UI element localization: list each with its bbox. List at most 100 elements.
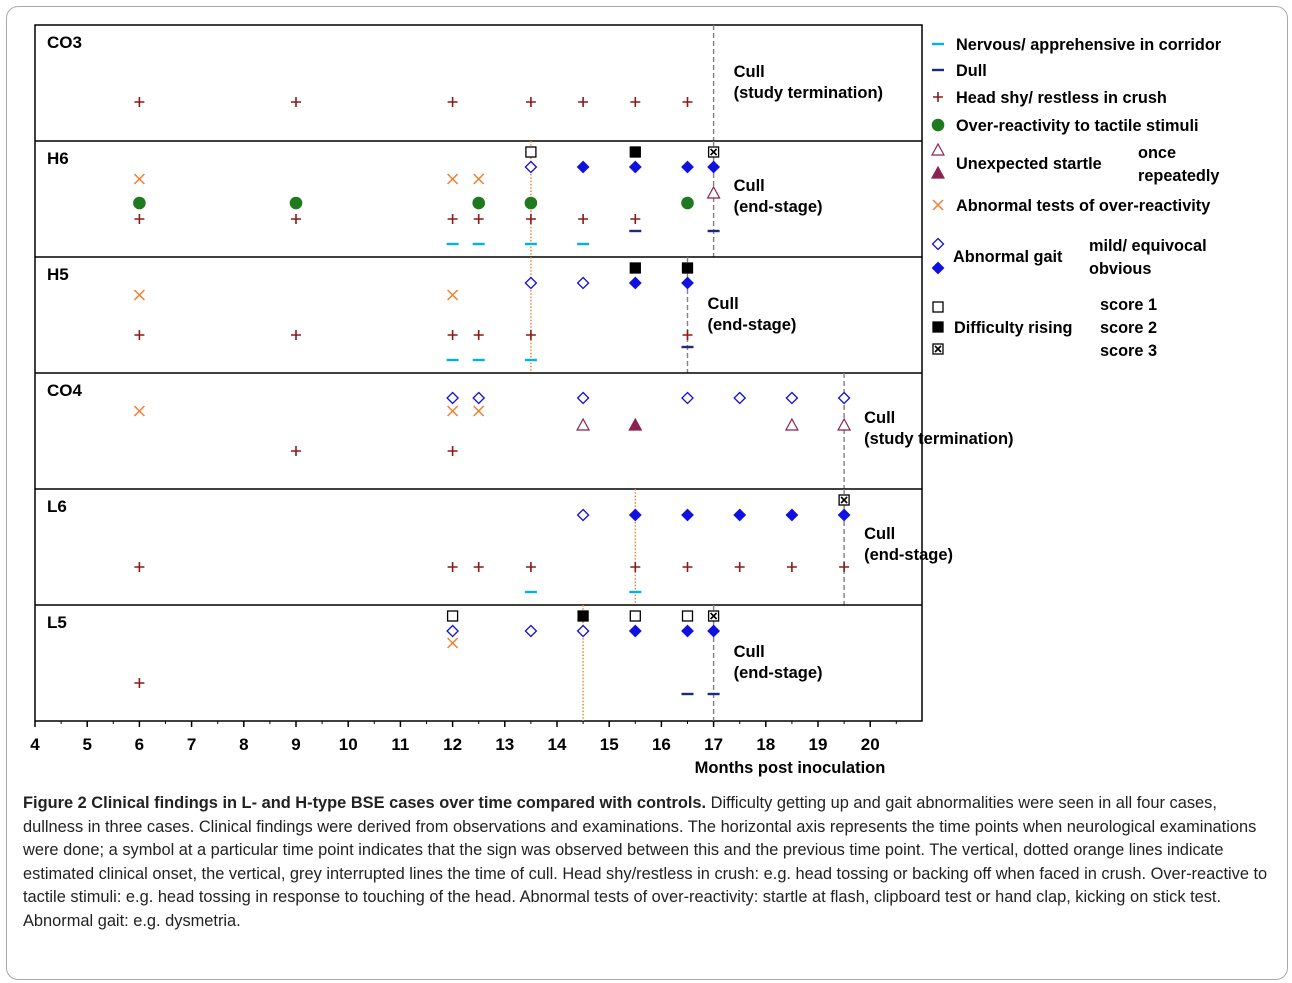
legend-rising-score3-swatch [932,343,944,355]
panel-label: CO4 [47,381,83,400]
abnormal-gait-mild-marker [446,624,460,638]
legend-rising-score1-swatch [932,301,944,313]
abnormal-gait-obvious-marker [785,508,799,522]
x-tick-label: 10 [339,735,358,754]
legend-dull-label: Dull [956,62,987,80]
abnormal-gait-mild-marker [524,160,538,174]
overreactivity-test-marker [447,289,459,301]
head-shy-marker [447,214,458,224]
difficulty-rising-score1-marker [525,146,537,158]
abnormal-gait-mild-marker [524,624,538,638]
abnormal-gait-obvious-marker [681,276,694,290]
head-shy-marker [786,562,797,572]
legend-rising-score1-label: score 1 [1100,296,1157,314]
difficulty-rising-score1-marker [446,610,459,622]
legend-head-shy-swatch [933,92,943,102]
startle-once-marker [576,417,591,431]
abnormal-gait-mild-marker [576,508,590,522]
head-shy-marker [525,97,536,107]
legend-rising-score3-label: score 3 [1100,342,1157,360]
cull-reason-label: (end-stage) [864,546,953,564]
legend-gait-obvious-label: obvious [1089,260,1151,278]
legend-overreactivity-swatch [932,199,944,211]
head-shy-marker [134,678,145,688]
cull-reason-label: (study termination) [734,84,883,102]
head-shy-marker [682,330,693,340]
head-shy-marker [473,562,484,572]
x-tick-label: 11 [391,735,409,754]
legend-head-shy-label: Head shy/ restless in crush [956,89,1167,107]
cull-label: Cull [708,295,739,313]
x-tick-label: 16 [652,735,671,754]
legend-nervous-label: Nervous/ apprehensive in corridor [956,36,1222,54]
startle-once-marker [706,185,721,199]
cull-reason-label: (end-stage) [708,316,797,334]
head-shy-marker [473,330,484,340]
head-shy-marker [525,562,536,572]
startle-once-marker [784,417,799,431]
x-tick-label: 6 [135,735,144,754]
abnormal-gait-mild-marker [837,391,851,405]
x-tick-label: 5 [82,735,91,754]
caption-text: Difficulty getting up and gait abnormali… [23,794,1268,930]
abnormal-gait-mild-marker [733,391,747,405]
head-shy-marker [682,97,693,107]
startle-repeated-marker [628,417,643,431]
x-tick-label: 19 [809,735,828,754]
head-shy-marker [578,214,589,224]
difficulty-rising-score1-marker [681,610,694,622]
head-shy-marker [630,562,641,572]
overreactivity-test-marker [133,173,145,185]
x-tick-label: 17 [704,735,723,754]
caption-title: Figure 2 Clinical findings in L- and H-t… [23,794,707,812]
difficulty-rising-score3-marker [707,146,720,158]
x-tick-label: 13 [495,735,514,754]
tactile-stimuli-marker [681,196,694,210]
tactile-stimuli-marker [524,196,538,210]
abnormal-gait-obvious-marker [681,508,694,522]
cull-reason-label: (end-stage) [734,664,823,682]
difficulty-rising-score2-marker [629,146,641,158]
legend-startle-repeated-label: repeatedly [1138,167,1219,185]
tactile-stimuli-marker [133,196,146,210]
legend-gait-obvious-swatch [931,261,945,275]
abnormal-gait-obvious-marker [681,160,694,174]
legend-rising-label: Difficulty rising [954,319,1073,337]
x-axis-title: Months post inoculation [695,759,886,777]
overreactivity-test-marker [447,637,459,649]
cull-label: Cull [864,409,895,427]
head-shy-marker [630,214,641,224]
head-shy-marker [134,97,145,107]
x-tick-label: 9 [291,735,300,754]
difficulty-rising-score2-marker [681,262,694,274]
head-shy-marker [291,446,301,456]
x-tick-label: 4 [30,735,40,754]
overreactivity-test-marker [133,289,145,301]
legend-gait-mild-swatch [931,237,945,251]
abnormal-gait-obvious-marker [707,624,721,638]
x-tick-label: 12 [443,735,462,754]
difficulty-rising-score2-marker [629,262,641,274]
abnormal-gait-obvious-marker [733,508,747,522]
difficulty-rising-score3-marker [838,494,850,506]
abnormal-gait-mild-marker [472,391,486,405]
legend-rising-score2-label: score 2 [1100,319,1157,337]
cull-reason-label: (study termination) [864,430,1013,448]
abnormal-gait-mild-marker [785,391,799,405]
legend-startle-label: Unexpected startle [956,155,1102,173]
legend-rising-score2-swatch [932,321,944,333]
abnormal-gait-obvious-marker [576,160,590,174]
legend-gait-label: Abnormal gait [953,248,1063,266]
overreactivity-test-marker [473,405,485,417]
head-shy-marker [291,214,301,224]
head-shy-marker [525,214,536,224]
head-shy-marker [447,97,458,107]
head-shy-marker [291,330,301,340]
panel-label: L6 [47,497,67,516]
legend-overreactivity-label: Abnormal tests of over-reactivity [956,197,1210,215]
cull-label: Cull [864,525,895,543]
x-tick-label: 15 [600,735,619,754]
abnormal-gait-mild-marker [576,391,590,405]
overreactivity-test-marker [447,173,459,185]
abnormal-gait-mild-marker [576,624,590,638]
